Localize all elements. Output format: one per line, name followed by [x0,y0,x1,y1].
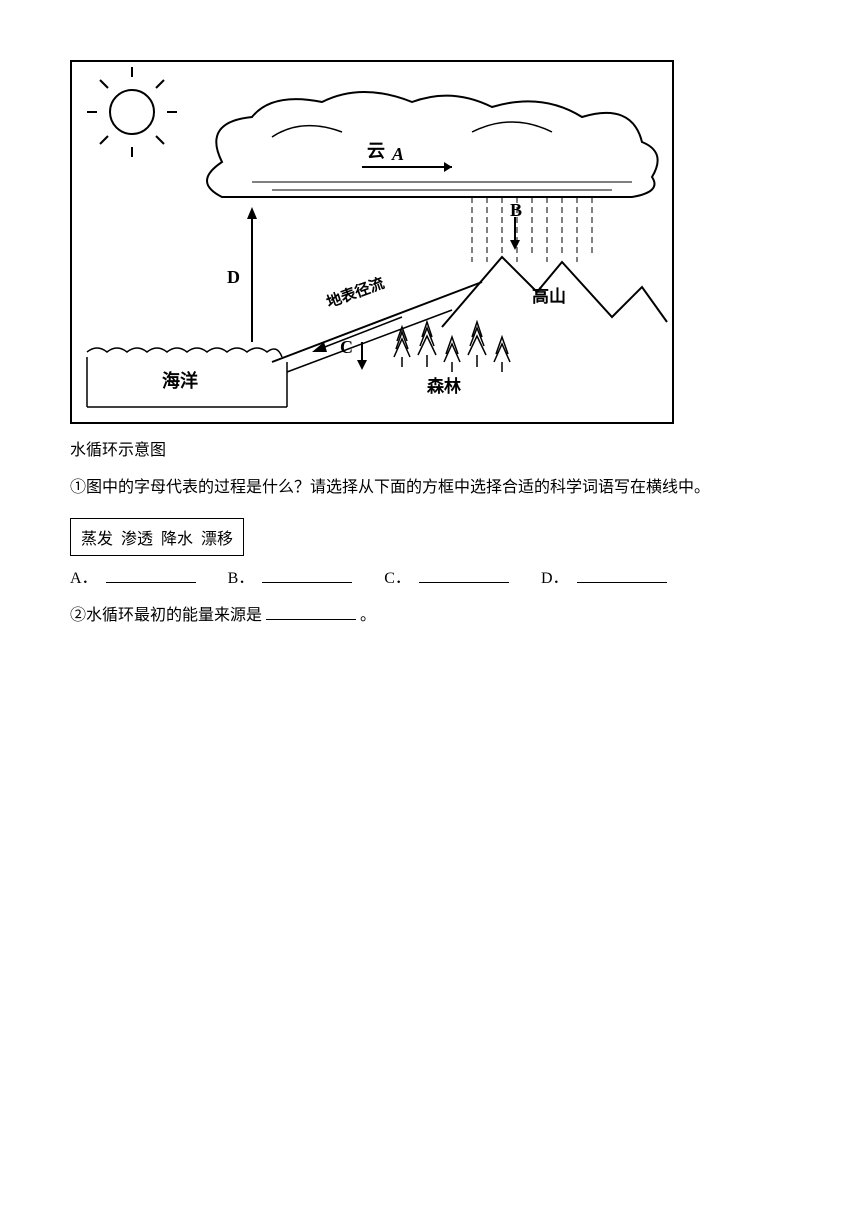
question-2: ②水循环最初的能量来源是 。 [70,600,790,632]
blank-q2[interactable] [266,603,356,620]
arrow-c-icon [357,342,367,370]
blank-d[interactable] [577,566,667,583]
q2-text-before: 水循环最初的能量来源是 [86,607,262,624]
label-ocean: 海洋 [162,367,198,393]
word-2: 渗透 [121,531,153,548]
label-c: C [340,337,353,358]
arrow-a-icon [362,162,452,172]
sun-icon [87,67,177,157]
blank-a[interactable] [106,566,196,583]
word-3: 降水 [161,531,193,548]
q1-prefix: ① [70,479,86,496]
label-b: B [510,200,522,221]
blank-b[interactable] [262,566,352,583]
label-mountain: 高山 [532,282,566,307]
slope-icon [272,282,482,372]
forest-icon [394,322,510,372]
question-1: ①图中的字母代表的过程是什么？请选择从下面的方框中选择合适的科学词语写在横线中。 [70,472,790,504]
label-d: D [227,267,240,288]
answer-c-label: C． [384,570,411,587]
label-a: A [392,144,404,165]
word-4: 漂移 [201,531,233,548]
water-cycle-diagram: 云 A B C D 海洋 高山 森林 地表径流 [70,60,674,424]
word-1: 蒸发 [81,531,113,548]
answer-a-label: A． [70,570,98,587]
answer-d-label: D． [541,570,569,587]
blank-c[interactable] [419,566,509,583]
q2-prefix: ② [70,607,86,624]
label-cloud: 云 [367,137,385,163]
page-content: 云 A B C D 海洋 高山 森林 地表径流 水循环示意图 ①图中的字母代表的… [0,0,860,700]
cloud-icon [207,92,658,197]
q2-text-after: 。 [360,607,376,624]
rain-icon [472,197,592,262]
answer-b-label: B． [228,570,255,587]
arrow-b-icon [510,217,520,250]
word-choice-box: 蒸发 渗透 降水 漂移 [70,518,244,556]
q1-text: 图中的字母代表的过程是什么？请选择从下面的方框中选择合适的科学词语写在横线中。 [86,479,710,496]
diagram-caption: 水循环示意图 [70,436,790,460]
answer-row: A． B． C． D． [70,564,790,588]
label-forest: 森林 [427,372,461,397]
arrow-d-icon [247,207,257,342]
